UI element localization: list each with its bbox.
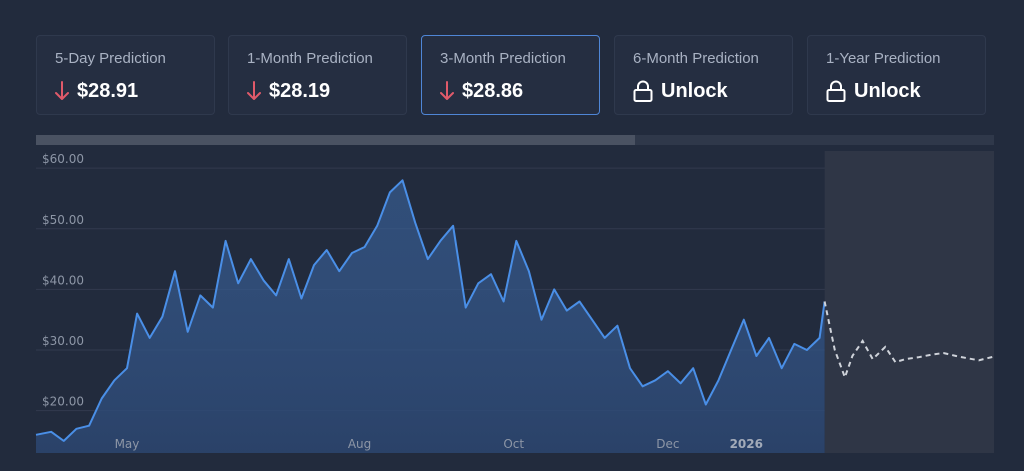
y-tick-label: $60.00 <box>42 152 84 166</box>
card-value-row: $28.86 <box>440 78 523 104</box>
card-label: 5-Day Prediction <box>55 50 166 67</box>
card-5-day-prediction[interactable]: 5-Day Prediction $28.91 <box>36 35 215 115</box>
timeline-progress-fill <box>36 135 635 145</box>
price-chart: $20.00 $30.00 $40.00 $50.00 $60.00 May Aug Oct D… <box>35 151 995 454</box>
card-value: Unlock <box>661 79 728 102</box>
y-tick-label: $20.00 <box>42 395 84 409</box>
card-1-month-prediction[interactable]: 1-Month Prediction $28.19 <box>228 35 407 115</box>
price-line <box>35 179 826 442</box>
card-label: 1-Month Prediction <box>247 50 373 67</box>
y-tick-label: $30.00 <box>42 334 84 348</box>
x-tick-label: Dec <box>656 437 679 451</box>
card-value: Unlock <box>854 79 921 102</box>
x-tick-label: Oct <box>503 437 524 451</box>
card-value: $28.19 <box>269 79 331 102</box>
card-label: 1-Year Prediction <box>826 50 941 67</box>
prediction-cards: 5-Day Prediction $28.91 1-Month Predicti… <box>36 35 988 117</box>
card-6-month-prediction[interactable]: 6-Month Prediction Unlock <box>614 35 793 115</box>
card-3-month-prediction[interactable]: 3-Month Prediction $28.86 <box>421 35 600 115</box>
lock-icon <box>633 80 653 102</box>
y-tick-label: $50.00 <box>42 213 84 227</box>
card-value-row: Unlock <box>633 78 728 104</box>
x-tick-label: 2026 <box>730 437 763 451</box>
y-tick-label: $40.00 <box>42 273 84 287</box>
arrow-down-icon <box>440 81 454 100</box>
price-area <box>36 180 825 454</box>
arrow-down-icon <box>247 81 261 100</box>
card-value: $28.86 <box>462 79 524 102</box>
forecast-region <box>824 151 994 453</box>
x-tick-label: May <box>115 437 140 451</box>
card-value-row: $28.19 <box>247 78 330 104</box>
card-label: 6-Month Prediction <box>633 50 759 67</box>
forecast-line <box>823 301 995 381</box>
timeline-progress-track[interactable] <box>36 135 994 145</box>
arrow-down-icon <box>55 81 69 100</box>
card-1-year-prediction[interactable]: 1-Year Prediction Unlock <box>807 35 986 115</box>
card-value: $28.91 <box>77 79 139 102</box>
card-value-row: $28.91 <box>55 78 138 104</box>
card-value-row: Unlock <box>826 78 921 104</box>
x-tick-label: Aug <box>348 437 371 451</box>
card-label: 3-Month Prediction <box>440 50 566 67</box>
lock-icon <box>826 80 846 102</box>
